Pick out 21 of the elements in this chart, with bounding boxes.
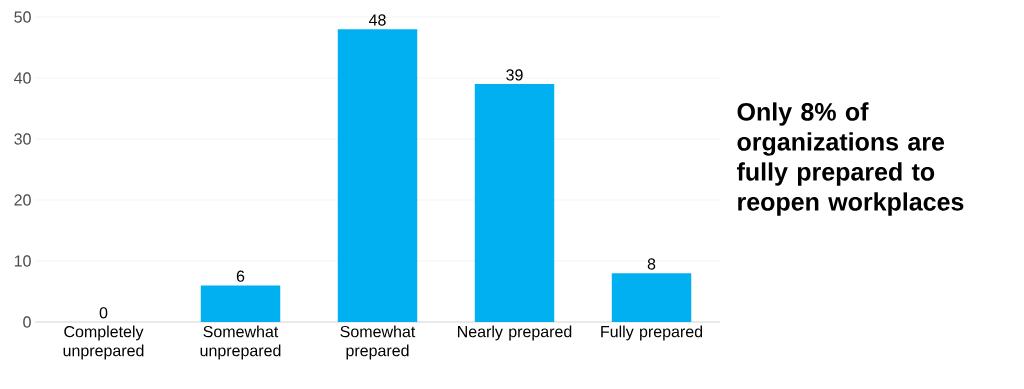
y-tick-label: 10 — [14, 255, 31, 267]
text: Only 8% of organizations are fully prepared to reopen workplaces — [736, 102, 964, 216]
data-label: 39 — [506, 69, 523, 81]
y-tick-label: 50 — [14, 11, 31, 23]
y-tick-label: 20 — [14, 194, 31, 206]
bar — [337, 29, 418, 322]
data-label: 6 — [236, 270, 245, 282]
x-tick-label: Fully prepared — [601, 325, 703, 341]
x-tick-label: Somewhat unprepared — [200, 325, 281, 360]
y-tick-label: 0 — [23, 316, 31, 328]
x-tick-label: Completely unprepared — [63, 325, 144, 360]
x-tick-label: Somewhat prepared — [340, 325, 416, 360]
bar — [474, 84, 555, 322]
y-tick-label: 40 — [14, 72, 31, 84]
x-tick-label: Nearly prepared — [458, 325, 572, 341]
y-tick-label: 30 — [14, 133, 31, 145]
bar — [200, 285, 281, 322]
data-label: 0 — [99, 307, 108, 319]
data-label: 48 — [368, 14, 386, 26]
bar — [611, 273, 692, 322]
data-label: 8 — [647, 258, 656, 270]
